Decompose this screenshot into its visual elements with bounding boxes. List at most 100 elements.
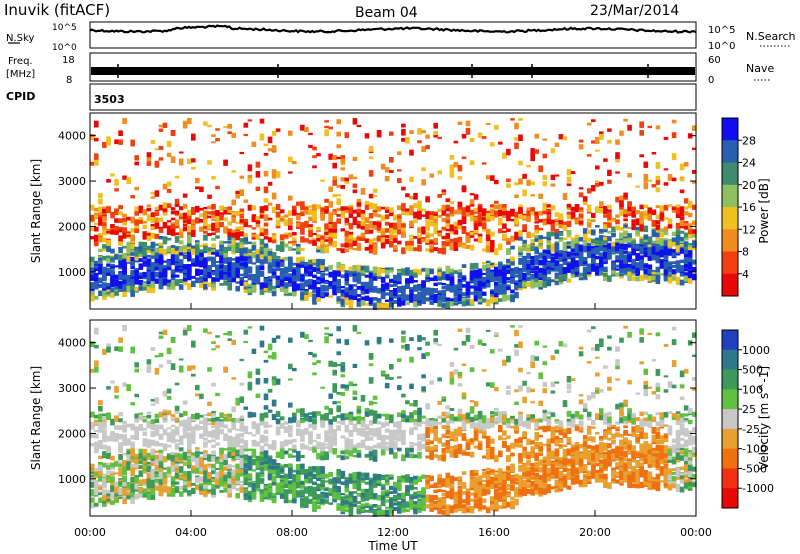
power-cell — [675, 270, 681, 273]
power-cell — [429, 244, 434, 249]
power-cell — [182, 249, 188, 253]
power-cell — [106, 231, 111, 234]
power-cell — [397, 270, 402, 273]
power-cell — [158, 248, 164, 254]
power-cell — [340, 286, 346, 289]
power-cell — [199, 260, 204, 265]
velocity-cell — [118, 488, 123, 495]
power-cell — [477, 301, 483, 305]
power-cell — [578, 272, 584, 277]
power-cell — [368, 280, 374, 284]
velocity-cell — [110, 485, 115, 492]
power-cell — [271, 169, 277, 174]
power-cell — [296, 283, 301, 291]
velocity-cell — [162, 428, 168, 436]
power-cell — [98, 217, 103, 223]
power-cell — [102, 266, 107, 271]
power-cell — [481, 285, 487, 289]
power-cell — [187, 234, 192, 240]
power-cell — [283, 266, 289, 272]
power-cell — [380, 293, 386, 299]
power-cell — [191, 258, 196, 264]
power-cell — [215, 235, 220, 239]
power-cell — [316, 268, 321, 271]
power-cell — [631, 276, 636, 281]
velocity-cell — [199, 490, 204, 495]
velocity-cell — [211, 435, 216, 439]
power-cell — [687, 200, 693, 207]
power-cell — [110, 283, 115, 288]
velocity-cell — [138, 455, 144, 462]
velocity-cell — [142, 460, 148, 464]
power-cell — [174, 274, 180, 278]
power-cell — [279, 286, 285, 291]
power-cell — [150, 265, 156, 272]
power-cell — [615, 264, 620, 268]
power-cell — [534, 278, 539, 283]
velocity-cell — [98, 474, 103, 482]
power-cell — [247, 283, 253, 289]
power-cell — [324, 208, 329, 214]
power-cell — [308, 132, 313, 136]
velocity-cell — [174, 486, 180, 494]
nsky-frame — [89, 21, 697, 49]
power-cell — [203, 224, 208, 230]
power-cell — [239, 231, 245, 237]
power-cell — [312, 146, 317, 151]
power-cell — [360, 265, 366, 271]
power-cell — [542, 264, 548, 272]
power-cell — [271, 238, 277, 244]
power-cell — [114, 208, 119, 215]
power-cell — [679, 279, 685, 286]
power-cell — [623, 224, 628, 228]
power-cell — [142, 264, 148, 267]
power-cell — [481, 162, 487, 165]
power-cell — [526, 272, 531, 276]
power-cell — [239, 277, 245, 283]
power-cell — [126, 252, 131, 256]
power-cell — [300, 258, 305, 264]
power-cell — [542, 203, 548, 211]
power-cell — [211, 212, 216, 219]
power-cell — [360, 290, 366, 295]
power-cell — [247, 177, 253, 184]
power-cell — [376, 271, 382, 277]
power-cell — [574, 252, 580, 256]
power-cell — [619, 273, 624, 277]
power-cell — [409, 176, 414, 182]
power-cell — [389, 207, 394, 213]
power-cell — [687, 271, 693, 276]
power-cell — [122, 268, 127, 275]
power-cell — [647, 179, 653, 182]
power-cell — [506, 270, 511, 274]
power-cell — [271, 252, 277, 259]
power-cell — [518, 262, 523, 265]
velocity-cell — [215, 468, 220, 471]
velocity-cell — [150, 399, 156, 402]
power-cell — [130, 290, 135, 297]
power-cell — [481, 228, 487, 232]
power-cell — [344, 297, 350, 301]
velocity-cell — [94, 433, 99, 439]
power-cell — [562, 244, 568, 252]
power-cell — [94, 159, 99, 166]
power-cell — [546, 213, 552, 221]
power-cell — [643, 182, 649, 190]
power-cell — [526, 276, 531, 280]
power-cell — [591, 243, 596, 249]
velocity-cell — [162, 329, 168, 335]
velocity-cell — [150, 488, 156, 495]
power-cell — [461, 185, 467, 190]
power-cell — [582, 261, 588, 265]
power-cell — [510, 294, 515, 302]
velocity-cell — [166, 410, 172, 416]
power-cell — [90, 294, 95, 302]
velocity-cell — [150, 462, 156, 466]
velocity-cell — [162, 456, 168, 460]
velocity-cell — [227, 453, 232, 458]
power-cell — [417, 140, 422, 144]
power-cell — [98, 212, 103, 215]
power-cell — [158, 245, 164, 249]
power-cell — [279, 241, 285, 249]
power-cell — [275, 266, 281, 272]
